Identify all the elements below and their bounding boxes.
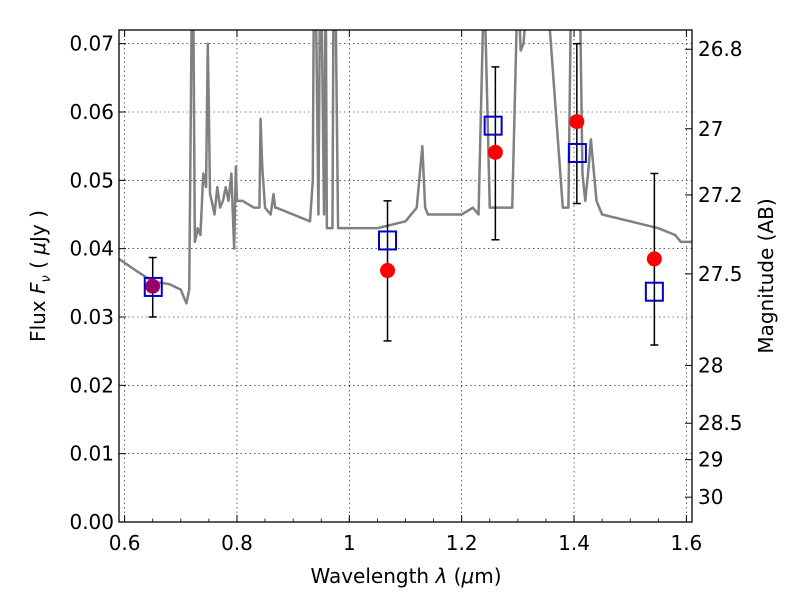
observed-point: [487, 144, 503, 160]
observed-point: [646, 251, 662, 267]
y2-tick-label: 27.5: [698, 262, 743, 286]
x-tick-label: 0.6: [109, 531, 141, 555]
observed-point-group: [646, 172, 662, 346]
y2-tick-label: 28.5: [698, 411, 743, 435]
y-tick-label: 0.00: [69, 510, 114, 534]
y2-tick-label: 27: [698, 117, 723, 141]
x-tick-label: 1.2: [446, 531, 478, 555]
x-tick-label: 0.8: [221, 531, 253, 555]
y-tick-label: 0.03: [69, 305, 114, 329]
y2-tick-label: 29: [698, 448, 723, 472]
observed-point-group: [380, 200, 396, 342]
overlap-marker: [145, 279, 160, 294]
observed-point-group: [569, 42, 585, 205]
x-tick-label: 1.4: [558, 531, 590, 555]
y-tick-label: 0.01: [69, 442, 114, 466]
y-tick-label: 0.04: [69, 237, 114, 261]
y2-tick-label: 27.2: [698, 183, 743, 207]
y2-tick-label: 30: [698, 485, 723, 509]
y-tick-label: 0.02: [69, 373, 114, 397]
y-axis-label: Flux Fν ( μJy ): [26, 210, 54, 342]
observed-point: [380, 263, 396, 279]
model-photometry-square: [143, 276, 163, 297]
axis-ticks: 0.6 0.8 1 1.2 1.4 1.6 0.00 0.01 0.02 0.03 0.04 0.05…: [69, 30, 743, 555]
model-photometry-square: [567, 143, 587, 163]
observed-point: [569, 114, 585, 130]
observed-point-group: [487, 66, 503, 241]
model-photometry-square: [378, 230, 398, 251]
x-tick-label: 1.6: [670, 531, 702, 555]
model-photometry-square: [483, 115, 503, 136]
plot-area: [119, 30, 692, 346]
x-axis-label: Wavelength λ (μm): [310, 564, 501, 588]
x-tick-label: 1: [343, 531, 356, 555]
y-tick-label: 0.06: [69, 100, 114, 124]
y-tick-label: 0.07: [69, 32, 114, 56]
model-spectrum-line: [119, 30, 692, 305]
y2-tick-label: 26.8: [698, 37, 743, 61]
model-photometry-square: [644, 281, 664, 302]
y2-tick-label: 28: [698, 353, 723, 377]
y-tick-label: 0.05: [69, 168, 114, 192]
y2-axis-label: Magnitude (AB): [754, 198, 778, 353]
